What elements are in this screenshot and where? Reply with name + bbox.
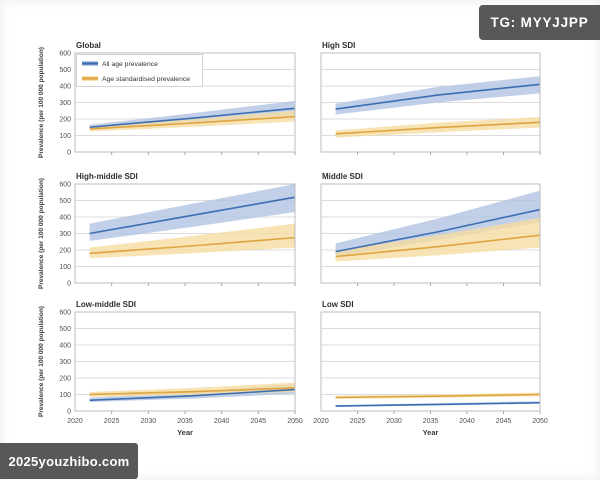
confidence-band bbox=[335, 190, 540, 257]
x-axis-label: Year bbox=[177, 428, 193, 437]
y-tick-label: 500 bbox=[59, 198, 71, 205]
y-tick-label: 600 bbox=[59, 182, 71, 189]
y-axis-label: Prevalence (per 100 000 population) bbox=[38, 178, 45, 289]
series-line bbox=[89, 236, 296, 255]
y-tick-label: 600 bbox=[59, 51, 71, 58]
legend-box bbox=[76, 54, 203, 87]
x-tick-label: 2050 bbox=[532, 418, 548, 425]
y-tick-label: 600 bbox=[59, 310, 71, 317]
panel-title: High-middle SDI bbox=[76, 172, 138, 181]
y-tick-label: 200 bbox=[59, 376, 71, 383]
y-tick-label: 500 bbox=[59, 67, 71, 74]
panel-title: High SDI bbox=[322, 41, 355, 50]
series-line bbox=[89, 107, 296, 129]
series-line bbox=[335, 121, 541, 135]
panel-middle-sdi: Middle SDI bbox=[320, 172, 541, 286]
x-tick-label: 2040 bbox=[214, 418, 230, 425]
x-axis-label: Year bbox=[423, 428, 439, 437]
panel-title: Low SDI bbox=[322, 300, 354, 309]
x-tick-label: 2035 bbox=[423, 418, 439, 425]
confidence-band bbox=[335, 217, 540, 262]
y-axis-label: Prevalence (per 100 000 population) bbox=[38, 47, 45, 158]
y-tick-label: 500 bbox=[59, 326, 71, 333]
legend: All age prevalence Age standardised preva… bbox=[76, 54, 203, 87]
y-tick-label: 400 bbox=[59, 343, 71, 350]
telegram-badge: TG: MYYJJPP bbox=[479, 5, 600, 40]
legend-label: Age standardised prevalence bbox=[102, 76, 190, 83]
panel-high-sdi: High SDI bbox=[320, 41, 541, 155]
series-line bbox=[335, 83, 541, 110]
y-tick-label: 100 bbox=[59, 264, 71, 271]
series-line bbox=[89, 387, 296, 396]
x-tick-label: 2035 bbox=[177, 418, 193, 425]
y-tick-label: 300 bbox=[59, 231, 71, 238]
y-tick-label: 400 bbox=[59, 84, 71, 91]
x-tick-label: 2020 bbox=[313, 418, 329, 425]
series-line bbox=[89, 115, 296, 130]
panel-title: Middle SDI bbox=[322, 172, 363, 181]
x-tick-label: 2025 bbox=[350, 418, 366, 425]
series-line bbox=[335, 393, 541, 399]
x-tick-label: 2030 bbox=[141, 418, 157, 425]
confidence-band bbox=[89, 184, 296, 241]
series-line bbox=[335, 234, 541, 258]
x-tick-label: 2020 bbox=[67, 418, 83, 425]
panel-title: Low-middle SDI bbox=[76, 300, 136, 309]
y-tick-label: 0 bbox=[67, 150, 71, 157]
x-tick-label: 2040 bbox=[459, 418, 475, 425]
y-tick-label: 300 bbox=[59, 359, 71, 366]
x-tick-label: 2025 bbox=[104, 418, 120, 425]
y-tick-label: 300 bbox=[59, 100, 71, 107]
panel-title: Global bbox=[76, 41, 101, 50]
series-line bbox=[89, 196, 296, 235]
legend-label: All age prevalence bbox=[102, 61, 158, 68]
y-tick-label: 200 bbox=[59, 117, 71, 124]
x-tick-label: 2050 bbox=[287, 418, 303, 425]
series-line bbox=[335, 208, 541, 253]
x-tick-label: 2030 bbox=[386, 418, 402, 425]
series-line bbox=[335, 401, 541, 407]
y-tick-label: 400 bbox=[59, 215, 71, 222]
y-tick-label: 0 bbox=[67, 409, 71, 416]
watermark: 2025youzhibo.com bbox=[0, 443, 138, 479]
panel-low-middle-sdi: Low-middle SDI 0 100 200 300 400 500 600 Prevale… bbox=[38, 300, 303, 437]
y-tick-label: 0 bbox=[67, 281, 71, 288]
panel-global: Global 0 100 200 300 400 500 600 Prevalence (per… bbox=[38, 41, 296, 158]
y-axis-label: Prevalence (per 100 000 population) bbox=[38, 306, 45, 417]
x-tick-label: 2045 bbox=[496, 418, 512, 425]
y-tick-label: 100 bbox=[59, 392, 71, 399]
panel-low-sdi: Low SDI 2020 2025 2030 2035 2040 2045 2050 Year bbox=[313, 300, 548, 437]
y-tick-label: 200 bbox=[59, 248, 71, 255]
x-tick-label: 2045 bbox=[251, 418, 267, 425]
panel-high-middle-sdi: High-middle SDI 0 100 200 300 400 500 600 Preval… bbox=[38, 172, 296, 289]
y-tick-label: 100 bbox=[59, 133, 71, 140]
series-line bbox=[89, 388, 296, 402]
